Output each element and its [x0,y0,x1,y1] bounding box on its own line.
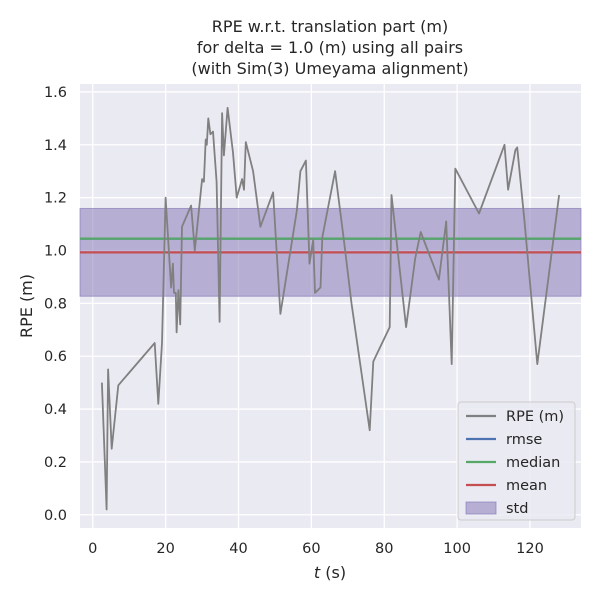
y-tick-label: 0.6 [44,349,67,365]
x-tick-label: 120 [516,541,544,557]
y-tick-label: 0.0 [44,508,67,524]
legend-label-std: std [506,501,528,517]
y-tick-label: 0.8 [44,296,67,312]
rpe-series-layer [101,106,560,511]
x-tick-label: 60 [302,541,320,557]
legend: RPE (m) rmse median mean std [457,401,576,521]
y-tick-label: 0.4 [44,402,67,418]
tick-labels: 0 20 40 60 80 100 120 0.0 0.2 0.4 0.6 0.8 1.0 1.2 1.4 1… [44,85,544,557]
legend-label-rmse: rmse [506,432,542,448]
legend-swatch-std [465,501,497,515]
x-tick-label: 100 [443,541,471,557]
x-tick-label: 40 [229,541,247,557]
chart-title-line-2: for delta = 1.0 (m) using all pairs [197,38,463,57]
x-axis-label: t (s) [314,563,346,582]
y-tick-label: 1.0 [44,244,67,260]
chart-title-line-1: RPE w.r.t. translation part (m) [212,17,448,36]
x-tick-label: 0 [88,541,97,557]
y-axis-label: RPE (m) [17,274,36,338]
x-axis-label-unit: (s) [320,563,346,582]
x-axis-label-var: t [314,563,321,582]
legend-label-mean: mean [506,478,547,494]
legend-label-median: median [506,455,560,471]
rpe-line [101,106,560,511]
y-tick-label: 0.2 [44,455,67,471]
legend-label-RPE (m): RPE (m) [506,409,564,425]
y-tick-label: 1.6 [44,85,67,101]
chart-title-line-3: (with Sim(3) Umeyama alignment) [191,59,468,78]
y-tick-label: 1.2 [44,191,67,207]
x-tick-label: 20 [156,541,174,557]
y-tick-label: 1.4 [44,138,67,154]
legend-box [457,401,576,521]
x-tick-label: 80 [375,541,393,557]
